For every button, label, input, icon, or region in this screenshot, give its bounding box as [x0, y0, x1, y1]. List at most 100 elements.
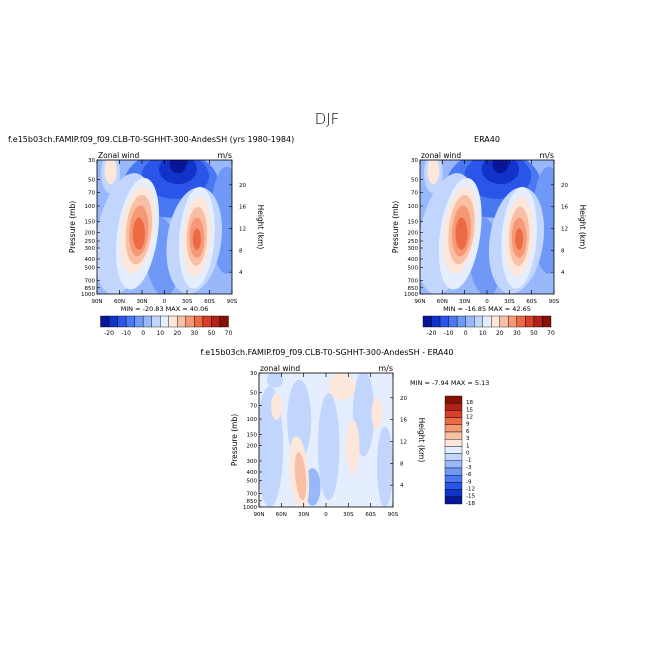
axes: f.e15b03ch.FAMIP.f09_f09.CLB-T0-SGHHT-30…: [201, 348, 490, 518]
colorbar-box: [185, 315, 195, 328]
nh-jet-core: [455, 217, 468, 250]
y-tick-label: 50: [250, 391, 257, 397]
colorbar-box: [533, 315, 543, 328]
y2-tick-label: 8: [561, 248, 565, 254]
colorbar: -20 -10 0 10 20 30 50 70: [100, 315, 232, 337]
y2-axis-label: Height (km): [256, 205, 265, 250]
colorbar-box: [448, 315, 458, 328]
colorbar-box: [444, 417, 463, 426]
panels: f.e15b03ch.FAMIP.f09_f09.CLB-T0-SGHHT-30…: [8, 135, 587, 518]
panel-title: ERA40: [474, 135, 500, 144]
y-axis-label: Pressure (mb): [68, 201, 77, 253]
colorbar-label: 6: [466, 429, 470, 435]
colorbar-label: -6: [466, 472, 472, 478]
x-tick-label: 60N: [114, 299, 125, 305]
y-tick-label: 400: [408, 257, 419, 263]
y2-tick-label: 4: [239, 270, 243, 276]
colorbar-box: [444, 460, 463, 469]
x-tick-label: 60N: [276, 512, 287, 518]
colorbar-box: [444, 424, 463, 433]
colorbar-box: [444, 489, 463, 498]
colorbar-label: -10: [121, 330, 131, 337]
colorbar-box: [491, 315, 500, 328]
positive-anomaly: [328, 373, 356, 400]
panel-title: f.e15b03ch.FAMIP.f09_f09.CLB-T0-SGHHT-30…: [8, 135, 294, 144]
y-tick-label: 700: [408, 278, 419, 284]
colorbar-box: [499, 315, 509, 328]
colorbar-box: [202, 315, 212, 328]
colorbar-box: [444, 403, 463, 411]
stats-label: MIN = -16.85 MAX = 42.65: [443, 305, 531, 313]
x-tick-label: 30N: [136, 299, 147, 305]
y-tick-label: 400: [247, 470, 258, 476]
colorbar-box: [444, 482, 463, 490]
y-tick-label: 50: [411, 178, 418, 184]
positive-anomaly: [371, 397, 383, 430]
y-tick-label: 300: [85, 246, 96, 252]
y-tick-label: 200: [408, 230, 419, 236]
page-title: DJF: [315, 110, 340, 128]
units-label: m/s: [378, 364, 393, 373]
y-tick-label: 250: [408, 239, 419, 245]
y-tick-label: 100: [408, 204, 419, 210]
x-tick-label: 0: [485, 299, 489, 305]
y2-tick-label: 20: [400, 396, 407, 402]
x-tick-label: 90N: [414, 299, 425, 305]
y2-tick-label: 16: [561, 205, 568, 211]
y2-tick-label: 8: [239, 248, 243, 254]
westerly-region: [104, 160, 117, 185]
colorbar-label: -10: [444, 330, 454, 337]
colorbar-label: 10: [479, 330, 487, 337]
left-string: Zonal wind: [98, 151, 140, 160]
x-tick-label: 30S: [504, 299, 515, 305]
nh-jet-core: [132, 217, 145, 250]
x-tick-label: 90S: [549, 299, 560, 305]
y-tick-label: 300: [408, 246, 419, 252]
axes: f.e15b03ch.FAMIP.f09_f09.CLB-T0-SGHHT-30…: [8, 135, 294, 313]
left-string: zonal wind: [421, 151, 461, 160]
x-tick-label: 60S: [365, 512, 376, 518]
colorbar-label: 15: [466, 407, 473, 413]
westerly-region: [427, 160, 440, 185]
x-tick-label: 30S: [182, 299, 193, 305]
y-tick-label: 150: [247, 433, 258, 439]
colorbar-box: [444, 431, 463, 440]
colorbar-box: [444, 467, 463, 476]
colorbar-box: [177, 315, 187, 328]
colorbar-label: 50: [530, 330, 538, 337]
colorbar-label: -15: [466, 494, 475, 500]
units-label: m/s: [539, 151, 554, 160]
y-tick-label: 500: [85, 266, 96, 272]
y-tick-label: 1000: [243, 505, 257, 511]
colorbar-box: [431, 315, 441, 328]
colorbar-box: [160, 315, 169, 328]
colorbar-box: [444, 475, 463, 483]
contour-field: [97, 160, 232, 294]
y-tick-label: 70: [250, 403, 257, 409]
y2-tick-label: 4: [561, 270, 565, 276]
colorbar-box: [482, 315, 492, 328]
negative-anomaly: [376, 426, 393, 507]
x-tick-label: 30N: [298, 512, 309, 518]
y2-axis-label: Height (km): [578, 205, 587, 250]
colorbar-box: [465, 315, 475, 328]
y-tick-label: 30: [88, 158, 95, 164]
colorbar-box: [168, 315, 178, 328]
y2-tick-label: 12: [561, 226, 568, 232]
y2-tick-label: 12: [239, 226, 246, 232]
x-tick-label: 60S: [526, 299, 537, 305]
y-tick-label: 250: [85, 239, 96, 245]
colorbar-box: [108, 315, 118, 328]
contour-field: [259, 373, 393, 507]
units-label: m/s: [217, 151, 232, 160]
y-tick-label: 850: [408, 286, 419, 292]
colorbar-label: -1: [466, 458, 471, 464]
colorbar-box: [444, 439, 463, 447]
colorbar-box: [151, 315, 161, 328]
y-tick-label: 300: [247, 459, 258, 465]
y2-tick-label: 16: [400, 418, 407, 424]
colorbar-box: [444, 395, 463, 404]
easterly-core: [169, 160, 187, 174]
